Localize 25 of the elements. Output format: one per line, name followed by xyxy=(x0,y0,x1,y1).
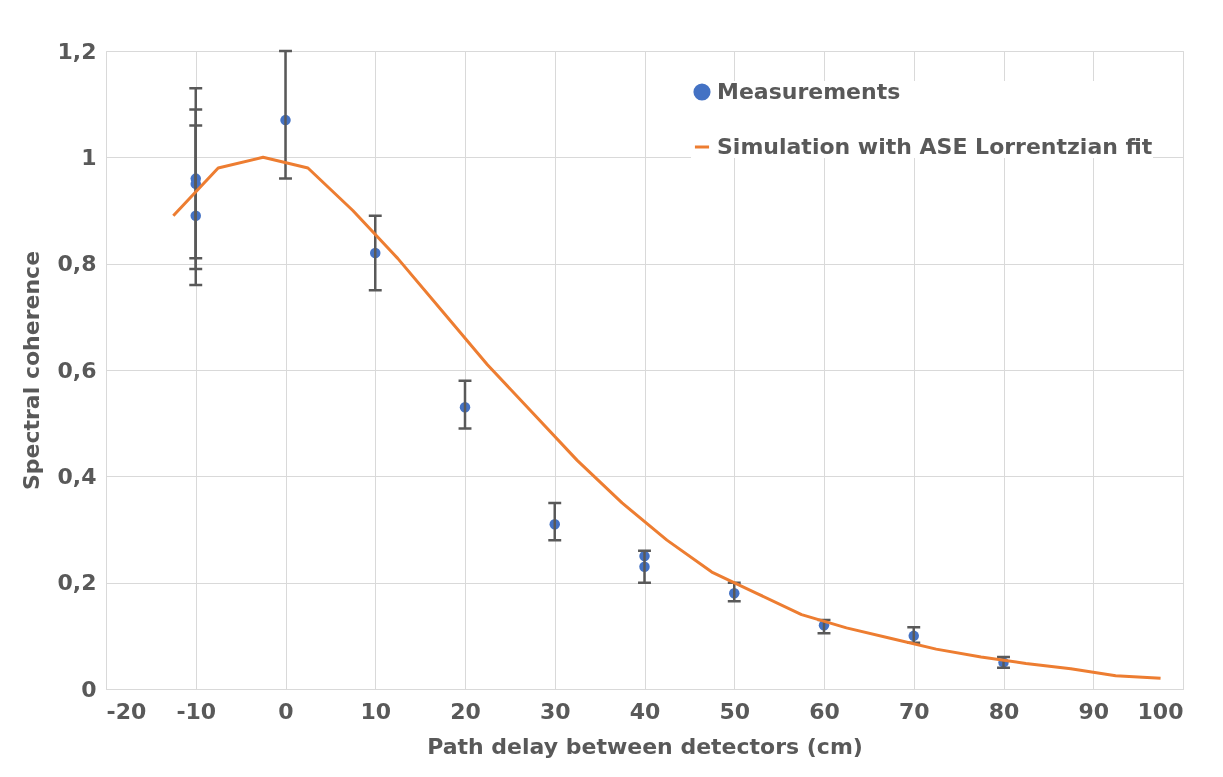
y-tick-label: 0,2 xyxy=(57,570,97,596)
y-tick-label: 1 xyxy=(81,144,97,170)
x-tick-label: 20 xyxy=(450,698,481,724)
x-tick-label: 80 xyxy=(988,698,1020,724)
x-tick-label: 10 xyxy=(360,698,392,724)
y-axis-title: Spectral coherence xyxy=(18,250,44,491)
x-tick-label: 60 xyxy=(809,698,840,724)
x-tick-label: -10 xyxy=(176,698,217,724)
x-tick-label: 0 xyxy=(278,698,294,724)
legend-label: Simulation with ASE Lorrentzian fit xyxy=(717,134,1153,159)
y-tick-label: 0,4 xyxy=(57,463,97,489)
y-tick-label: 0 xyxy=(81,676,97,702)
y-tick-label: 1,2 xyxy=(57,38,97,64)
x-axis-title: Path delay between detectors (cm) xyxy=(427,733,863,759)
y-tick-label: 0,8 xyxy=(57,251,97,277)
x-tick-label: 40 xyxy=(629,698,661,724)
x-tick-label: 100 xyxy=(1137,698,1184,724)
x-tick-label: 30 xyxy=(539,698,571,724)
x-tick-label: 50 xyxy=(719,698,751,724)
line-series xyxy=(171,155,1163,680)
y-tick-label: 0,6 xyxy=(57,357,97,383)
legend-label: Measurements xyxy=(717,79,901,104)
x-tick-label: 90 xyxy=(1078,698,1110,724)
x-tick-label: -20 xyxy=(106,698,147,724)
x-tick-label: 70 xyxy=(898,698,930,724)
